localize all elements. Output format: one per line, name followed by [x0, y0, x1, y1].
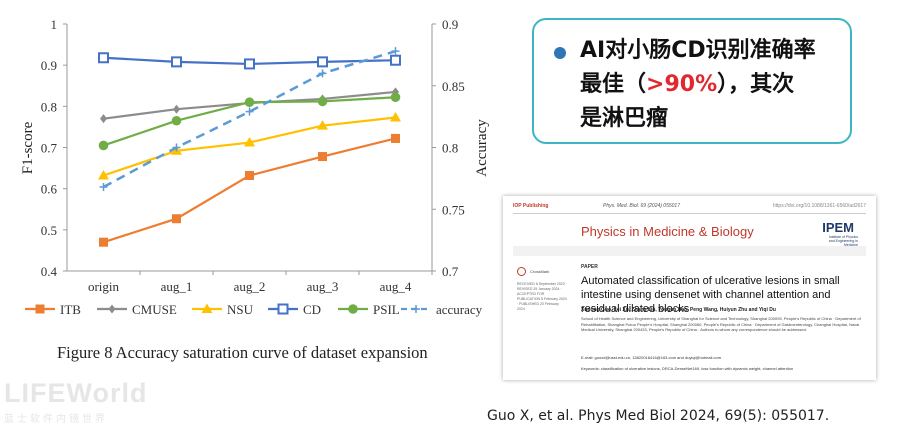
- data-point-cmuse: [173, 104, 180, 114]
- header-band: [513, 246, 866, 256]
- journal-name: Physics in Medicine & Biology: [581, 224, 754, 239]
- data-point-accuracy: [99, 183, 108, 192]
- data-point-psil: [98, 140, 109, 151]
- data-point-itb: [318, 152, 327, 162]
- y-tick-label: 0.4: [41, 264, 58, 279]
- y-tick-label: 0.5: [41, 223, 57, 238]
- data-point-cd: [390, 54, 401, 66]
- data-point-nsu: [98, 169, 109, 180]
- y-axis-label: F1-score: [20, 121, 36, 174]
- legend-marker-cd: [277, 303, 289, 315]
- legend-label-nsu: NSU: [227, 302, 254, 317]
- data-point-psil: [390, 92, 401, 103]
- data-point-psil: [244, 97, 255, 108]
- data-point-accuracy: [391, 47, 400, 56]
- paper-keywords: Keywords: classification of ulcerative l…: [581, 366, 794, 371]
- accuracy-chart: 0.4 0.5 0.6 0.7 0.8 0.9 1 0.7 0.75 0.8 0.85 0.9 orig…: [20, 17, 490, 317]
- data-point-accuracy: [318, 69, 327, 78]
- callout-box: AI对小肠CD识别准确率 最佳（>90%），其次 是淋巴瘤: [532, 18, 852, 144]
- paper-screenshot: IOP Publishing Phys. Med. Biol. 69 (2024…: [503, 196, 876, 380]
- legend-label-cmuse: CMUSE: [132, 302, 177, 317]
- callout-line2-pre: 最佳（: [580, 72, 647, 97]
- axis-ticks: 0.4 0.5 0.6 0.7 0.8 0.9 1 0.7 0.75 0.8 0.85 0.9 orig…: [41, 17, 465, 294]
- callout-line1: AI对小肠CD识别准确率: [580, 38, 816, 63]
- data-point-itb: [245, 170, 254, 180]
- doi-link: https://doi.org/10.1088/1361-6560/ad2617: [772, 203, 866, 209]
- ipem-subtitle: Institute of Physics and Engineering in …: [828, 235, 858, 247]
- x-tick-label: aug_1: [161, 279, 193, 294]
- data-point-accuracy: [172, 143, 181, 152]
- paper-section: PAPER: [581, 264, 598, 270]
- data-point-accuracy: [245, 107, 254, 116]
- data-point-cd: [171, 56, 182, 68]
- journal-ref: Phys. Med. Biol. 69 (2024) 055017: [603, 203, 680, 209]
- data-point-cd: [98, 52, 109, 64]
- publisher: IOP Publishing: [513, 203, 549, 209]
- x-tick-label: origin: [88, 279, 120, 294]
- y2-tick-label: 0.7: [442, 264, 459, 279]
- figure-caption: Figure 8 Accuracy saturation curve of da…: [57, 343, 428, 362]
- watermark-subtitle: 蓝士软件内镜世界: [4, 414, 108, 425]
- paper-title: Automated classification of ulcerative l…: [581, 275, 840, 315]
- crossmark-label: CrossMark: [530, 269, 550, 274]
- ipem-logo: IPEM: [822, 220, 854, 235]
- legend-marker-accuracy: [412, 305, 420, 313]
- data-point-psil: [317, 96, 328, 107]
- callout-highlight: >90%: [646, 72, 718, 97]
- series-line-itb: [103, 137, 396, 244]
- callout-text: AI对小肠CD识别准确率 最佳（>90%），其次 是淋巴瘤: [580, 34, 836, 136]
- y-tick-label: 0.8: [41, 99, 57, 114]
- data-point-cmuse: [100, 114, 107, 124]
- legend-marker-psil: [348, 304, 358, 314]
- data-point-nsu: [317, 120, 328, 130]
- y2-tick-label: 0.9: [442, 17, 458, 32]
- series-line-accuracy: [102, 49, 396, 189]
- y2-tick-label: 0.75: [442, 202, 465, 217]
- data-point-nsu: [390, 111, 401, 122]
- x-tick-label: aug_2: [234, 279, 266, 294]
- data-point-itb: [99, 237, 108, 247]
- data-point-cd: [244, 58, 255, 70]
- y-tick-label: 0.7: [41, 141, 58, 156]
- legend-marker-itb: [35, 304, 45, 314]
- data-point-psil: [171, 115, 182, 126]
- legend-marker-nsu: [201, 303, 213, 313]
- watermark: LIFEWorld 蓝士软件内镜世界: [4, 378, 148, 425]
- y-tick-label: 0.6: [41, 182, 58, 197]
- paper-authors: Xudong Guo, Lei Xu, Zhang Liu, Youguo Ha…: [581, 307, 776, 313]
- callout-line2-post: ），其次: [717, 72, 795, 97]
- legend-marker-cmuse: [108, 304, 116, 314]
- legend-label-itb: ITB: [60, 302, 81, 317]
- paper-affiliations: School of Health Science and Engineering…: [581, 316, 861, 332]
- data-point-cd: [317, 56, 328, 68]
- y2-tick-label: 0.85: [442, 79, 465, 94]
- callout-line3: 是淋巴瘤: [580, 106, 669, 131]
- legend-label-cd: CD: [303, 302, 321, 317]
- bullet-icon: [554, 47, 566, 59]
- citation: Guo X, et al. Phys Med Biol 2024, 69(5):…: [487, 408, 830, 424]
- legend-label-accuracy: accuracy: [436, 302, 483, 317]
- paper-dates: RECEIVED 6 September 2023 · REVISED 29 J…: [517, 282, 567, 311]
- watermark-logo: LIFEWorld: [4, 378, 148, 408]
- x-tick-label: aug_4: [380, 279, 412, 294]
- legend: ITB CMUSE NSU CD PSIL accuracy: [25, 302, 483, 317]
- data-point-nsu: [244, 137, 255, 147]
- crossmark-icon: [517, 267, 526, 276]
- paper-email: E-mail: guoxd@usst.edu.cn, 13820016416@1…: [581, 355, 722, 360]
- callout-line2: 最佳（>90%），其次: [580, 68, 836, 102]
- data-point-itb: [172, 214, 181, 224]
- y2-tick-label: 0.8: [442, 141, 458, 156]
- series-lines: [98, 47, 401, 247]
- y-tick-label: 0.9: [41, 58, 57, 73]
- x-tick-label: aug_3: [307, 279, 339, 294]
- legend-label-psil: PSIL: [373, 302, 400, 317]
- header-rule: [513, 213, 866, 214]
- data-point-itb: [391, 133, 400, 143]
- y-tick-label: 1: [51, 17, 58, 32]
- y2-axis-label: Accuracy: [474, 119, 490, 177]
